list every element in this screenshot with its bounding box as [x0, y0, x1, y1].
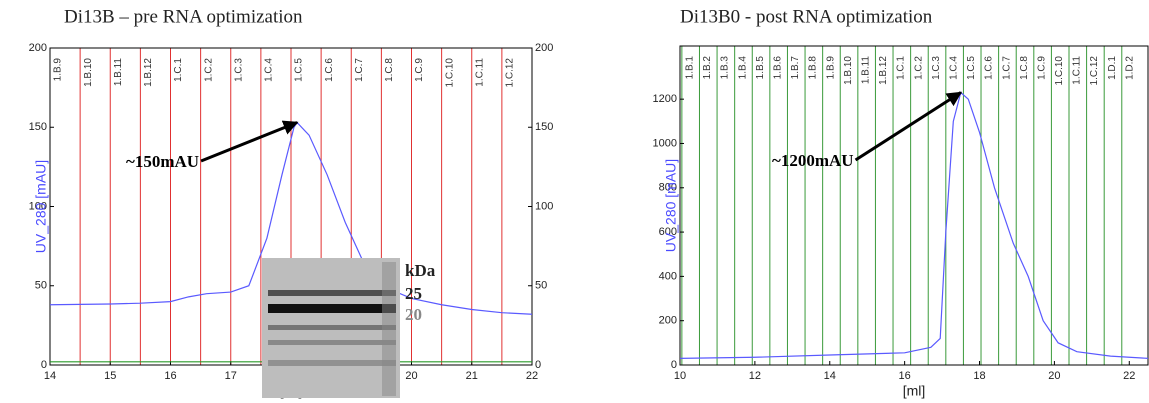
gel-band	[268, 360, 396, 366]
gel-band	[268, 325, 396, 330]
x-tick-label: 16	[899, 370, 911, 382]
y-tick-label: 400	[659, 270, 677, 282]
fraction-label: 1.C.10	[444, 58, 455, 88]
x-tick-label: 15	[104, 370, 116, 382]
x-tick-label: 17	[225, 370, 237, 382]
fraction-label: 1.B.7	[790, 56, 801, 80]
fraction-label: 1.C.10	[1054, 56, 1065, 86]
x-tick-label: 14	[824, 370, 836, 382]
fraction-label: 1.B.11	[860, 56, 871, 85]
annotation-arrow	[856, 93, 961, 160]
page: {"chart_data": [ {"type": "line", "title…	[0, 0, 1149, 403]
fraction-label: 1.C.5	[966, 56, 977, 80]
annotation: ~150mAU	[126, 152, 199, 171]
x-tick-label: 22	[526, 370, 538, 382]
fraction-label: 1.C.1	[173, 58, 184, 82]
fraction-label: 1.C.6	[984, 56, 995, 80]
fraction-label: 1.C.2	[203, 58, 214, 82]
fraction-label: 1.C.9	[414, 58, 425, 82]
x-tick-label: 10	[674, 370, 686, 382]
fraction-label: 1.D.1	[1107, 56, 1118, 80]
fraction-label: 1.B.10	[83, 58, 94, 87]
fraction-label: 1.C.7	[1001, 56, 1012, 80]
chart-title: Di13B0 - post RNA optimization	[680, 6, 933, 27]
fraction-label: 1.B.5	[755, 56, 766, 80]
y2-tick-label: 50	[535, 280, 547, 292]
x-tick-label: 16	[164, 370, 176, 382]
y-tick-label: 150	[29, 121, 47, 133]
x-tick-label: 22	[1123, 370, 1135, 382]
fraction-label: 1.B.9	[825, 56, 836, 80]
gel-band	[268, 340, 396, 345]
x-axis-label: [ml]	[903, 383, 926, 399]
fraction-label: 1.B.2	[702, 56, 713, 80]
fraction-label: 1.B.12	[878, 56, 889, 85]
figure: Di13B – pre RNA optimization 1.B.9 1.B.10 1…	[0, 0, 1149, 403]
y-tick-label: 200	[29, 42, 47, 54]
y-tick-label: 1000	[653, 137, 677, 149]
fraction-label: 1.C.7	[354, 58, 365, 82]
fraction-label: 1.B.8	[808, 56, 819, 80]
gel-band	[268, 290, 396, 296]
gel-band	[268, 304, 396, 313]
x-tick-label: 20	[1048, 370, 1060, 382]
x-tick-label: 21	[466, 370, 478, 382]
fraction-label: 1.B.4	[737, 56, 748, 80]
fraction-label: 1.C.11	[474, 58, 485, 87]
fraction-label: 1.B.1	[685, 56, 696, 80]
data-line	[680, 93, 1148, 359]
annotation: ~1200mAU	[772, 151, 854, 170]
plot-frame	[680, 46, 1148, 365]
fraction-label: 1.C.4	[948, 56, 959, 80]
y2-tick-label: 200	[535, 42, 553, 54]
y2-tick-label: 100	[535, 200, 553, 212]
fraction-label: 1.C.12	[505, 58, 516, 88]
fraction-label: 1.B.11	[113, 58, 124, 87]
fraction-label: 1.B.9	[53, 58, 64, 82]
y-axis-label: UV_280 [mAU]	[33, 160, 49, 253]
gel-label: kDa	[405, 261, 436, 280]
fraction-label: 1.C.3	[931, 56, 942, 80]
fraction-label: 1.B.12	[143, 58, 154, 87]
x-tick-label: 18	[973, 370, 985, 382]
fraction-label: 1.D.2	[1124, 56, 1135, 80]
fraction-label: 1.B.6	[772, 56, 783, 80]
y-tick-label: 200	[659, 315, 677, 327]
annotation-arrow	[201, 122, 297, 161]
fraction-label: 1.B.3	[720, 56, 731, 80]
x-tick-label: 12	[749, 370, 761, 382]
fraction-label: 1.C.5	[294, 58, 305, 82]
y-tick-label: 1200	[653, 93, 677, 105]
x-tick-label: 20	[405, 370, 417, 382]
fraction-label: 1.C.8	[1019, 56, 1030, 80]
fraction-label: 1.C.11	[1072, 56, 1083, 85]
fraction-label: 1.C.9	[1036, 56, 1047, 80]
chart-title: Di13B – pre RNA optimization	[64, 6, 303, 27]
x-tick-label: 14	[44, 370, 56, 382]
y-axis-label: UV_280 [mAU]	[663, 159, 679, 252]
y-tick-label: 50	[35, 280, 47, 292]
fraction-label: 1.C.4	[264, 58, 275, 82]
gel-label: 25	[405, 284, 422, 303]
fraction-label: 1.B.10	[843, 56, 854, 85]
fraction-label: 1.C.8	[384, 58, 395, 82]
y2-tick-label: 150	[535, 121, 553, 133]
fraction-label: 1.C.12	[1089, 56, 1100, 86]
fraction-label: 1.C.2	[913, 56, 924, 80]
fraction-label: 1.C.1	[896, 56, 907, 80]
gel-ladder	[382, 262, 396, 396]
fraction-label: 1.C.3	[233, 58, 244, 82]
fraction-label: 1.C.6	[324, 58, 335, 82]
gel-label: 20	[405, 305, 422, 324]
